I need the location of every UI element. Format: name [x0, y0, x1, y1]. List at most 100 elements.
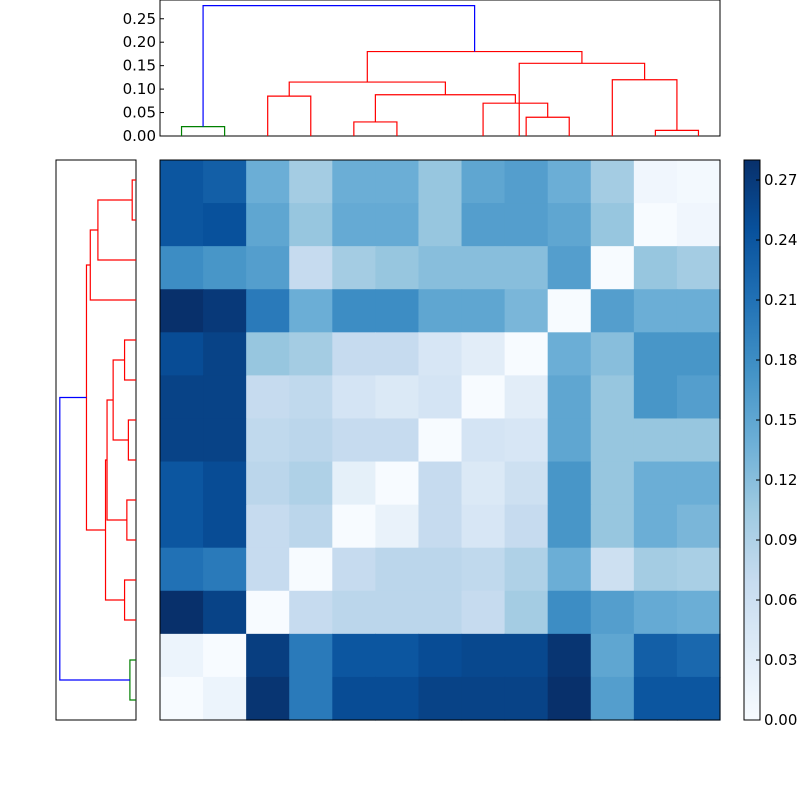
colorbar-tick-label: 0.24 [764, 231, 797, 249]
heatmap-cell [160, 676, 204, 721]
heatmap-cell [676, 418, 721, 463]
colorbar-ticks: 0.00 0.03 0.06 0.09 0.12 0.15 0.18 0.21 0.24 0.27 [756, 171, 797, 729]
heatmap-cell [633, 633, 678, 678]
heatmap-cell [547, 461, 592, 506]
top-yaxis-tick-label: 0.25 [123, 10, 156, 28]
heatmap-cell [203, 246, 247, 290]
heatmap-cell [504, 203, 549, 247]
heatmap-cell [547, 160, 592, 204]
heatmap-cell [375, 160, 420, 204]
heatmap-cell [246, 633, 290, 678]
heatmap-cell [461, 246, 506, 290]
heatmap-cell [590, 504, 635, 549]
heatmap-cell [590, 246, 635, 290]
heatmap-cell [203, 418, 247, 463]
heatmap-cell [590, 332, 635, 376]
heatmap-cell [289, 375, 333, 420]
top-dendrogram-yaxis: 0.00 0.05 0.10 0.15 0.20 0.25 [123, 10, 164, 145]
heatmap-cell [332, 676, 376, 721]
heatmap-cell [590, 633, 635, 678]
heatmap-cell [633, 418, 678, 463]
top-yaxis-tick-label: 0.00 [123, 127, 156, 145]
heatmap-cell [590, 590, 635, 635]
colorbar-tick-label: 0.00 [764, 711, 797, 729]
heatmap-cell [160, 547, 204, 592]
heatmap-cell [461, 633, 506, 678]
heatmap-cell [375, 590, 420, 635]
heatmap-cell [461, 504, 506, 549]
heatmap-cell [203, 547, 247, 592]
heatmap-cell [160, 504, 204, 549]
top-dendrogram-link [180, 126, 226, 136]
heatmap-cell [461, 332, 506, 376]
heatmap-cell [547, 332, 592, 376]
heatmap-cell [375, 332, 420, 376]
heatmap-cell [547, 676, 592, 721]
heatmap-cell [203, 461, 247, 506]
left-dendrogram-panel [55, 159, 137, 721]
heatmap-cell [461, 418, 506, 463]
heatmap-cell [633, 332, 678, 376]
heatmap-cell [160, 160, 204, 204]
heatmap-cells [160, 160, 721, 721]
heatmap-cell [246, 676, 290, 721]
heatmap-cell [547, 590, 592, 635]
colorbar-tick-label: 0.12 [764, 471, 797, 489]
heatmap-cell [676, 375, 721, 420]
heatmap-cell [289, 461, 333, 506]
heatmap-cell [246, 289, 290, 333]
heatmap-cell [461, 547, 506, 592]
heatmap-cell [418, 633, 463, 678]
heatmap-cell [375, 633, 420, 678]
heatmap-cell [375, 547, 420, 592]
heatmap-cell [418, 332, 463, 376]
heatmap-cell [590, 375, 635, 420]
heatmap-cell [332, 590, 376, 635]
heatmap-cell [289, 289, 333, 333]
heatmap-cell [590, 160, 635, 204]
left-dendrogram-link [112, 359, 129, 441]
heatmap-cell [332, 461, 376, 506]
heatmap-cell [676, 633, 721, 678]
heatmap-cell [461, 590, 506, 635]
left-dendrogram-link [97, 199, 136, 261]
heatmap-cell [289, 504, 333, 549]
heatmap-cell [203, 504, 247, 549]
heatmap-cell [676, 289, 721, 333]
heatmap-cell [418, 375, 463, 420]
colorbar-tick-label: 0.27 [764, 171, 797, 189]
heatmap-cell [504, 332, 549, 376]
heatmap-cell [418, 504, 463, 549]
heatmap-cell [547, 633, 592, 678]
colorbar: 0.00 0.03 0.06 0.09 0.12 0.15 0.18 0.21 0.24 0.27 [743, 159, 797, 729]
heatmap-cell [504, 289, 549, 333]
heatmap-cell [676, 590, 721, 635]
heatmap-cell [160, 375, 204, 420]
heatmap-cell [289, 676, 333, 721]
heatmap-cell [633, 289, 678, 333]
top-dendrogram-link [288, 81, 446, 97]
heatmap-cell [332, 203, 376, 247]
heatmap-cell [461, 676, 506, 721]
colorbar-tick-label: 0.15 [764, 411, 797, 429]
heatmap-cell [547, 504, 592, 549]
heatmap-cell [289, 590, 333, 635]
heatmap-cell [504, 461, 549, 506]
heatmap-cell [504, 590, 549, 635]
heatmap-cell [203, 676, 247, 721]
heatmap-cell [332, 160, 376, 204]
colorbar-tick-label: 0.03 [764, 651, 797, 669]
heatmap-cell [246, 547, 290, 592]
heatmap-cell [332, 289, 376, 333]
heatmap-cell [332, 547, 376, 592]
heatmap-cell [332, 633, 376, 678]
heatmap-cell [547, 418, 592, 463]
heatmap-cell [633, 590, 678, 635]
heatmap-cell [590, 418, 635, 463]
heatmap-frame [159, 159, 721, 721]
left-dendrogram-link [106, 399, 127, 521]
heatmap-cell [289, 633, 333, 678]
heatmap-cell [418, 461, 463, 506]
heatmap-cell [289, 246, 333, 290]
heatmap-cell [547, 203, 592, 247]
